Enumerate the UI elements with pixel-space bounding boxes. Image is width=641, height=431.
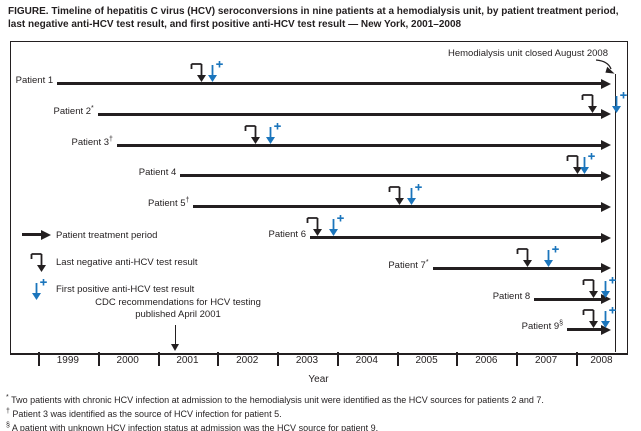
patient-label: Patient 4 — [138, 167, 177, 179]
treatment-line — [180, 174, 602, 178]
last-negative-marker — [566, 154, 583, 180]
treatment-line — [567, 328, 602, 332]
first-positive-marker — [611, 91, 629, 119]
legend-label: Last negative anti-HCV test result — [56, 257, 198, 268]
year-label: 2007 — [535, 355, 558, 366]
last-negative-marker — [516, 247, 533, 273]
first-positive-marker — [579, 152, 597, 180]
treatment-period-arrow — [22, 233, 42, 236]
treatment-period-arrow-icon — [20, 222, 54, 249]
treatment-arrowhead-icon — [601, 140, 611, 151]
legend-item-last-negative: Last negative anti-HCV test result — [20, 249, 250, 276]
figure-title: FIGURE. Timeline of hepatitis C virus (H… — [8, 6, 619, 30]
year-label: 2005 — [415, 355, 438, 366]
treatment-line — [309, 236, 602, 239]
closure-arrow-icon — [595, 59, 615, 74]
axis-tick — [38, 352, 40, 366]
treatment-arrowhead-icon — [601, 263, 611, 274]
plot-area — [10, 41, 628, 355]
last-negative-marker — [581, 93, 598, 119]
treatment-arrowhead-icon — [601, 324, 611, 335]
first-positive-marker — [328, 214, 346, 242]
year-label: 2006 — [475, 355, 498, 366]
year-label: 2002 — [236, 355, 259, 366]
treatment-arrowhead-icon — [601, 232, 611, 243]
treatment-period-arrowhead-icon — [41, 229, 51, 240]
axis-tick — [277, 352, 280, 366]
legend-label: Patient treatment period — [56, 230, 158, 241]
footnote-section: § A patient with unknown HCV infection s… — [6, 422, 379, 431]
last-negative-marker-glyph — [30, 252, 47, 278]
last-negative-marker — [582, 308, 599, 334]
treatment-line — [97, 112, 602, 116]
patient-label: Patient 8 — [492, 290, 531, 302]
year-label: 2001 — [176, 355, 199, 366]
first-positive-marker — [208, 60, 225, 88]
axis-tick — [97, 352, 100, 366]
treatment-arrowhead-icon — [601, 294, 611, 305]
first-positive-marker-glyph — [32, 278, 49, 306]
treatment-line — [57, 82, 602, 85]
footnotes: * Two patients with chronic HCV infectio… — [6, 392, 636, 431]
patient-label: Patient 1 — [15, 75, 54, 86]
cdc-annotation-line1: CDC recommendations for HCV testing — [95, 297, 261, 308]
patient-label: Patient 7* — [388, 258, 429, 271]
last-negative-marker — [582, 278, 599, 304]
closure-annotation: Hemodialysis unit closed August 2008 — [447, 48, 608, 59]
treatment-line — [116, 143, 602, 147]
year-label: 1999 — [56, 355, 79, 366]
cdc-arrowhead-icon — [171, 344, 180, 351]
last-negative-marker — [388, 185, 405, 211]
treatment-arrowhead-icon — [601, 201, 611, 212]
patient-label: Patient 6 — [268, 229, 307, 240]
treatment-arrowhead-icon — [601, 78, 611, 89]
last-negative-marker — [306, 216, 323, 242]
patient-label: Patient 9§ — [521, 320, 564, 333]
first-positive-marker-icon — [20, 276, 54, 303]
treatment-arrowhead-icon — [601, 170, 611, 181]
year-label: 2000 — [116, 355, 139, 366]
first-positive-marker — [544, 245, 561, 273]
axis-tick — [336, 352, 339, 366]
treatment-line — [193, 205, 602, 209]
first-positive-marker — [406, 183, 424, 211]
axis-tick — [456, 352, 459, 366]
treatment-arrowhead-icon — [601, 109, 611, 120]
treatment-line — [534, 297, 602, 301]
legend: Patient treatment period Last negative a… — [20, 222, 250, 303]
axis-tick — [396, 352, 399, 366]
footnote-asterisk: * Two patients with chronic HCV infectio… — [6, 394, 544, 405]
axis-tick — [516, 352, 519, 366]
last-negative-marker-icon — [20, 249, 54, 276]
first-positive-marker — [600, 276, 618, 304]
year-label: 2003 — [295, 355, 319, 366]
legend-item-treatment: Patient treatment period — [20, 222, 250, 249]
first-positive-marker — [600, 306, 618, 334]
first-positive-marker — [266, 122, 283, 150]
treatment-line — [432, 266, 602, 270]
cdc-arrow — [174, 325, 177, 345]
axis-tick — [157, 352, 160, 366]
year-label: 2004 — [355, 355, 378, 366]
x-axis-title: Year — [308, 374, 329, 385]
last-negative-marker — [190, 62, 207, 88]
cdc-annotation: CDC recommendations for HCV testing publ… — [67, 297, 289, 320]
legend-label: First positive anti-HCV test result — [56, 284, 195, 295]
axis-tick — [217, 352, 220, 366]
last-negative-marker — [244, 124, 261, 150]
cdc-annotation-line2: published April 2001 — [135, 308, 221, 320]
axis-tick — [576, 352, 579, 366]
patient-label: Patient 5† — [148, 197, 190, 210]
footnote-dagger: † Patient 3 was identified as the source… — [6, 408, 282, 419]
closure-vertical-line — [614, 74, 616, 352]
year-label: 2008 — [590, 355, 613, 366]
patient-label: Patient 2* — [53, 104, 94, 117]
patient-label: Patient 3† — [71, 135, 113, 148]
legend-item-first-positive: First positive anti-HCV test result — [20, 276, 250, 303]
